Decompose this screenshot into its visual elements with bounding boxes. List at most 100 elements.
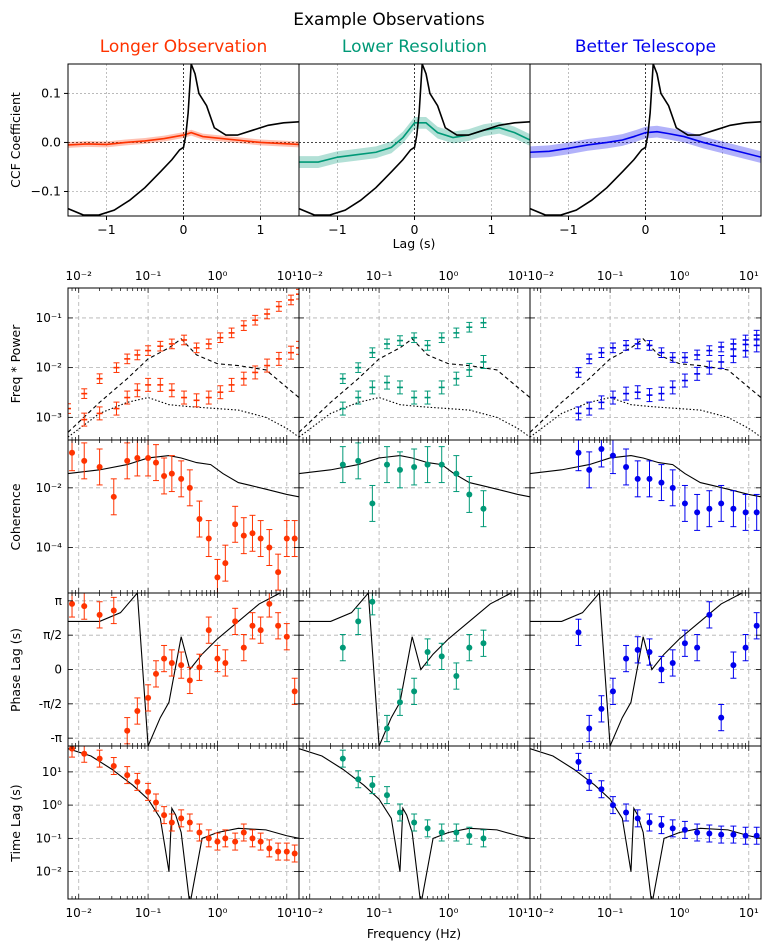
power-model-dashed (530, 338, 761, 433)
timelag-longer-point (283, 848, 290, 855)
timelag-lower-point (466, 832, 473, 839)
coherence-better-point (753, 509, 760, 516)
timelag-panel-better (529, 745, 762, 900)
coherence-better-point (694, 509, 701, 516)
coherence-lower-point (424, 461, 431, 468)
timelag-longer-point (161, 812, 168, 819)
coherence-lower-point (369, 500, 376, 507)
coherence-better-point (598, 445, 605, 452)
ccf-model-line (530, 64, 761, 216)
coherence-better-point (681, 500, 688, 507)
timelag-longer-point (257, 838, 264, 845)
timelag-longer-point (222, 835, 229, 842)
coherence-plot-area (68, 440, 299, 593)
ccf-xtick-label: −1 (328, 222, 346, 237)
coherence-model-line (530, 455, 761, 498)
power-xtick-label: 10⁻¹ (366, 269, 393, 283)
ccf-plot-area (530, 64, 761, 216)
phase-better-point (730, 662, 737, 669)
phase-longer-point (134, 708, 141, 715)
phase-lower-point (411, 688, 418, 695)
timelag-plot-area (299, 748, 530, 899)
coherence-longer-point (161, 472, 168, 479)
coherence-longer-point (69, 449, 76, 456)
phase-longer-point (69, 600, 76, 607)
ccf-plot-area (299, 64, 530, 216)
timelag-panel-longer: 10⁻² 10⁻¹ 10⁰ 10¹ (36, 745, 300, 900)
phase-longer-point (124, 727, 131, 734)
coherence-better-point (623, 463, 630, 470)
phase-longer-point (161, 655, 168, 662)
lag-xlabel-group: Lag (s) (393, 236, 436, 251)
ccf-ytick-label: 0.0 (41, 134, 61, 149)
ccf-panel-better: −1 0 1 (529, 63, 762, 237)
timelag-longer-point (186, 819, 193, 826)
ccf-panel-lower: −1 0 1 (298, 63, 531, 237)
phase-longer-point (145, 694, 152, 701)
timelag-better-point (730, 831, 737, 838)
power-ytick-label: 10⁻¹ (36, 311, 63, 325)
timelag-longer-point (145, 788, 152, 795)
coherence-plot-area (299, 442, 530, 528)
timelag-axis-label: Time Lag (s) (8, 784, 23, 862)
power-xtick-label: 10⁻² (528, 269, 555, 283)
coherence-panel-frame (67, 439, 300, 594)
timelag-longer-point (205, 835, 212, 842)
coherence-longer-point (222, 560, 229, 567)
phase-better-point (634, 646, 641, 653)
power-model-dotted (530, 396, 761, 438)
coherence-longer-point (134, 454, 141, 461)
column-titles: Longer Observation Lower Resolution Better… (100, 37, 716, 57)
timelag-ytick-label: 10⁰ (42, 798, 62, 812)
ccf-xtick-label: 0 (180, 222, 188, 237)
phase-longer-point (186, 677, 193, 684)
phase-better-point (742, 644, 749, 651)
phase-lower-point (339, 644, 346, 651)
coherence-longer-point (283, 535, 290, 542)
phase-longer-point (178, 662, 185, 669)
coherence-longer-point (178, 475, 185, 482)
timelag-lower-point (396, 809, 403, 816)
timelag-lower-point (480, 835, 487, 842)
timelag-lower-point (453, 829, 460, 836)
phase-longer-point (205, 627, 212, 634)
coherence-better-point (658, 479, 665, 486)
coherence-longer-point (257, 535, 264, 542)
coherence-ytick-label: 10⁻⁴ (36, 541, 63, 555)
phase-panel-better (529, 592, 762, 747)
power-ytick-label: 10⁻³ (36, 410, 63, 424)
coherence-longer-point (81, 457, 88, 464)
timelag-longer-point (291, 850, 298, 857)
timelag-xtick-label: 10⁻¹ (597, 906, 624, 920)
phase-longer-point (96, 611, 103, 618)
column-title-better: Better Telescope (575, 37, 716, 57)
phase-plot-area (299, 593, 530, 746)
phase-better-point (609, 688, 616, 695)
coherence-longer-point (249, 530, 256, 537)
timelag-lower-point (411, 819, 418, 826)
coherence-longer-point (96, 463, 103, 470)
timelag-xtick-label: 10¹ (739, 906, 759, 920)
timelag-better-point (681, 826, 688, 833)
timelag-xtick-label: 10¹ (277, 906, 297, 920)
power-xtick-label: 10⁰ (669, 269, 689, 283)
coherence-plot-area (530, 440, 761, 531)
ccf-axis-label: CCF Coefficient (8, 92, 23, 188)
phase-axis-label: Phase Lag (s) (8, 628, 23, 712)
timelag-panel-lower (298, 745, 531, 900)
power-xtick-label: 10⁻¹ (135, 269, 162, 283)
phase-longer-point (168, 659, 175, 666)
timelag-longer-point (214, 838, 221, 845)
coherence-better-point (575, 449, 582, 456)
frequency-axis-label: Frequency (Hz) (367, 926, 461, 941)
phase-longer-point (81, 603, 88, 610)
timelag-lower-point (424, 825, 431, 832)
power-model-dashed (68, 338, 299, 433)
timelag-xtick-label: 10⁻² (528, 906, 555, 920)
timelag-xtick-label: 10⁰ (438, 906, 458, 920)
power-xtick-label: 10⁻² (297, 269, 324, 283)
phase-better-point (646, 649, 653, 656)
lag-axis-label: Lag (s) (393, 236, 436, 251)
ccf-xtick-label: 0 (642, 222, 650, 237)
phase-better-point (681, 640, 688, 647)
